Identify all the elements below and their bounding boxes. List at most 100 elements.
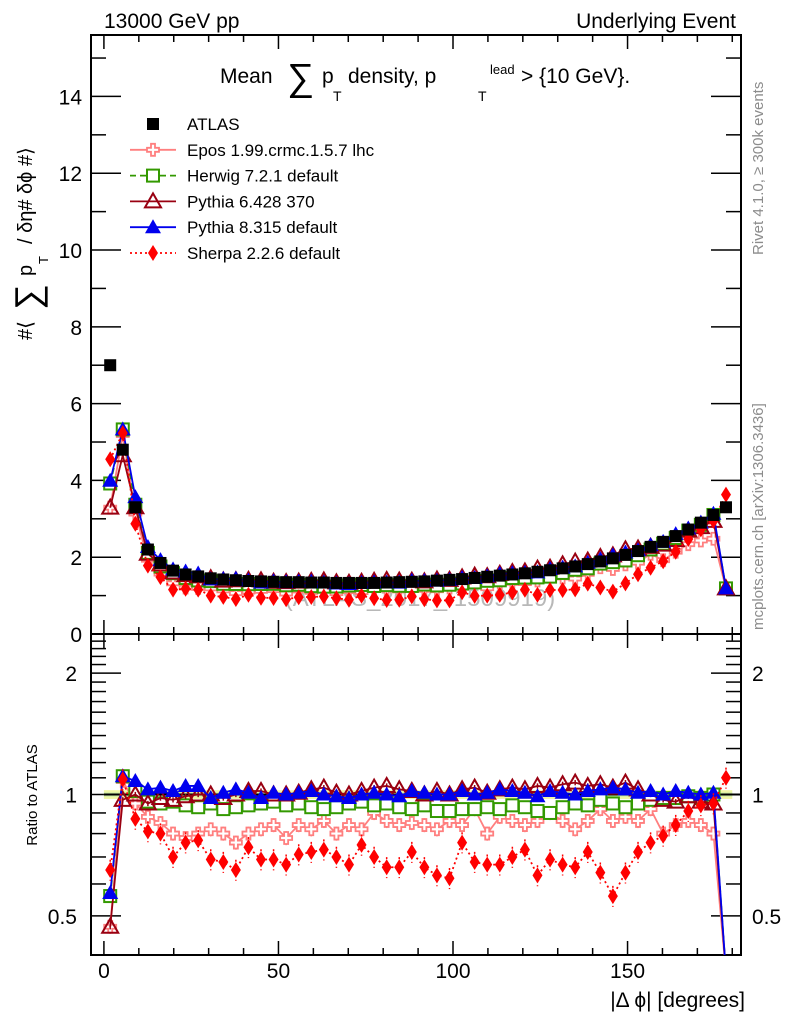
ratio-point	[392, 800, 407, 815]
legend-marker	[145, 219, 161, 234]
data-point	[482, 587, 493, 604]
plot-title: Mean ∑ p T density, p lead T > {10 GeV}.	[220, 57, 630, 104]
data-point	[669, 530, 682, 543]
data-point	[306, 588, 317, 605]
ratio-point	[620, 864, 631, 881]
ratio-point	[618, 800, 633, 815]
ratio-point	[494, 856, 505, 873]
title-sub-t2: T	[478, 88, 487, 104]
ratio-point	[469, 854, 480, 871]
data-point	[356, 587, 367, 604]
data-point	[381, 592, 392, 609]
ratio-point	[353, 786, 370, 801]
series-ratio-3	[102, 768, 726, 955]
data-point	[255, 575, 268, 588]
ratio-point	[100, 916, 120, 934]
ratio-point	[155, 825, 166, 842]
data-point	[218, 588, 229, 605]
data-point	[280, 576, 293, 589]
ratio-point	[316, 802, 331, 817]
ratio-point	[554, 784, 571, 799]
ratio-point	[617, 781, 634, 796]
ratio-point	[168, 848, 179, 865]
ratio-point	[592, 781, 609, 796]
ratio-point	[695, 797, 706, 814]
data-point	[633, 566, 644, 583]
ratio-point	[429, 804, 444, 819]
data-point	[632, 545, 645, 558]
data-point	[243, 586, 254, 603]
ratio-point	[291, 818, 306, 832]
data-point	[104, 359, 117, 372]
ratio-point	[505, 814, 520, 828]
data-point	[506, 568, 519, 581]
data-point	[444, 592, 455, 609]
ratio-point	[139, 781, 156, 796]
data-point	[380, 576, 393, 589]
ratio-tick-label-right: 1	[752, 785, 764, 808]
ratio-point	[354, 822, 369, 837]
x-tick-label: 100	[435, 960, 470, 983]
data-point	[193, 581, 204, 598]
ratio-data	[100, 767, 732, 979]
ratio-point	[404, 802, 419, 817]
ratio-tick-label: 0.5	[48, 906, 77, 929]
data-point	[457, 584, 468, 601]
data-point	[682, 523, 695, 536]
data-point	[544, 564, 557, 577]
ratio-point	[202, 790, 219, 805]
ratio-point	[555, 814, 570, 828]
title-sum-symbol: ∑	[287, 57, 314, 99]
data-point	[141, 543, 154, 556]
ratio-tick-label-right: 0.5	[752, 906, 781, 929]
title-sub-t: T	[333, 88, 342, 104]
ratio-point	[633, 844, 644, 861]
data-point	[545, 582, 556, 599]
ratio-point	[543, 805, 558, 820]
ratio-point	[593, 792, 608, 807]
legend: ATLAS Epos 1.99.crmc.1.5.7 lhc Herwig 7.2.…	[130, 115, 375, 263]
data-point	[117, 425, 128, 442]
ratio-point	[304, 800, 319, 815]
data-point	[468, 571, 481, 584]
ratio-point	[419, 859, 430, 876]
ratio-point	[256, 851, 267, 868]
ratio-point	[431, 867, 442, 884]
main-data	[100, 359, 736, 609]
ratio-point	[580, 814, 595, 828]
data-point	[317, 576, 330, 589]
data-point	[130, 515, 141, 532]
data-point	[469, 587, 480, 604]
ratio-point	[216, 826, 231, 841]
ratio-point	[720, 967, 732, 979]
ratio-point	[454, 783, 471, 798]
data-point	[342, 576, 355, 589]
ratio-point	[138, 793, 158, 811]
data-point	[707, 508, 720, 521]
ratio-point	[618, 809, 633, 824]
ratio-point	[117, 771, 128, 788]
ratio-point	[680, 784, 697, 799]
ratio-point	[532, 867, 543, 884]
y-tick-label: 8	[70, 317, 82, 340]
data-point	[281, 591, 292, 608]
ratio-point	[455, 802, 470, 817]
y-tick-label: 12	[59, 163, 82, 186]
ratio-point	[480, 800, 495, 815]
data-point	[507, 584, 518, 601]
data-point	[494, 586, 505, 603]
data-point	[670, 543, 681, 560]
series-main-atlas	[104, 359, 732, 589]
ratio-point	[708, 795, 719, 812]
ratio-point	[670, 817, 681, 834]
ratio-point	[604, 779, 621, 794]
data-point	[116, 443, 129, 456]
data-point	[405, 575, 418, 588]
ratio-point	[568, 822, 583, 837]
y-tick-label: 14	[59, 86, 83, 109]
ratio-point	[441, 786, 458, 801]
ratio-point	[142, 823, 153, 840]
data-point	[318, 588, 329, 605]
data-point	[331, 590, 342, 607]
data-point	[570, 581, 581, 598]
